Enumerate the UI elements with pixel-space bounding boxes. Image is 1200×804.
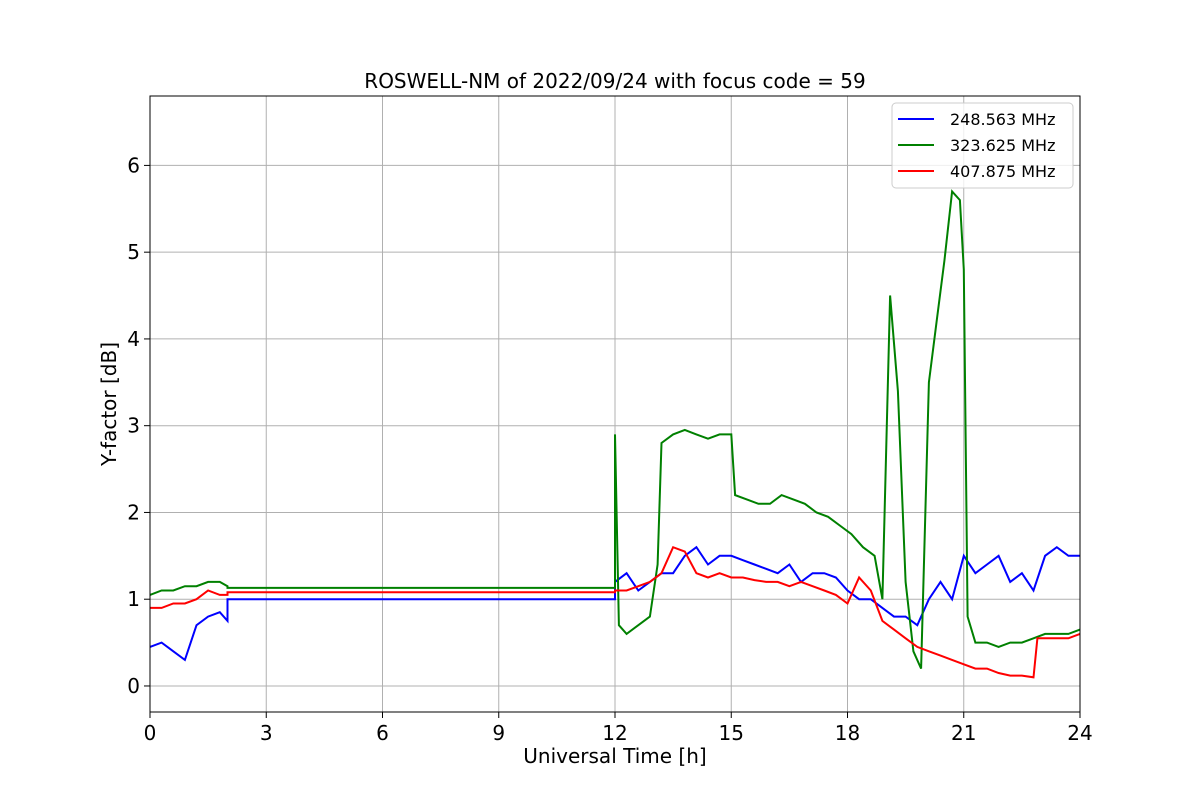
series-line-1: [149, 545, 1080, 662]
x-tick-label: 6: [376, 721, 389, 745]
x-tick-label: 15: [719, 721, 744, 745]
y-axis-title: Y-factor [dB]: [97, 342, 121, 467]
legend-box: [891, 102, 1074, 189]
x-tick-label: 18: [835, 721, 860, 745]
x-axis: 0 3 6 9 12 15 18 21 24: [144, 712, 1093, 745]
legend-label: 407.875 MHz: [950, 162, 1055, 181]
x-tick-label: 24: [1067, 721, 1092, 745]
x-tick-label: 3: [260, 721, 273, 745]
legend: 248.563 MHz 323.625 MHz 407.875 MHz: [891, 102, 1074, 189]
x-tick-label: 0: [144, 721, 157, 745]
y-tick-label: 4: [127, 327, 140, 351]
series-line-2: [149, 189, 1081, 670]
x-tick-label: 9: [492, 721, 505, 745]
chart-title: ROSWELL-NM of 2022/09/24 with focus code…: [364, 69, 865, 93]
y-axis: 0 1 2 3 4 5 6: [127, 153, 150, 698]
x-tick-label: 12: [602, 721, 627, 745]
y-tick-label: 2: [127, 500, 140, 524]
y-tick-label: 5: [127, 240, 140, 264]
y-tick-label: 6: [127, 153, 140, 177]
x-tick-label: 21: [951, 721, 976, 745]
x-axis-title: Universal Time [h]: [523, 744, 706, 768]
legend-label: 248.563 MHz: [950, 110, 1055, 129]
y-tick-label: 0: [127, 674, 140, 698]
y-tick-label: 1: [127, 587, 140, 611]
legend-label: 323.625 MHz: [950, 136, 1055, 155]
series-layer: [149, 189, 1081, 679]
y-tick-label: 3: [127, 414, 140, 438]
series-line-3: [150, 545, 1081, 679]
